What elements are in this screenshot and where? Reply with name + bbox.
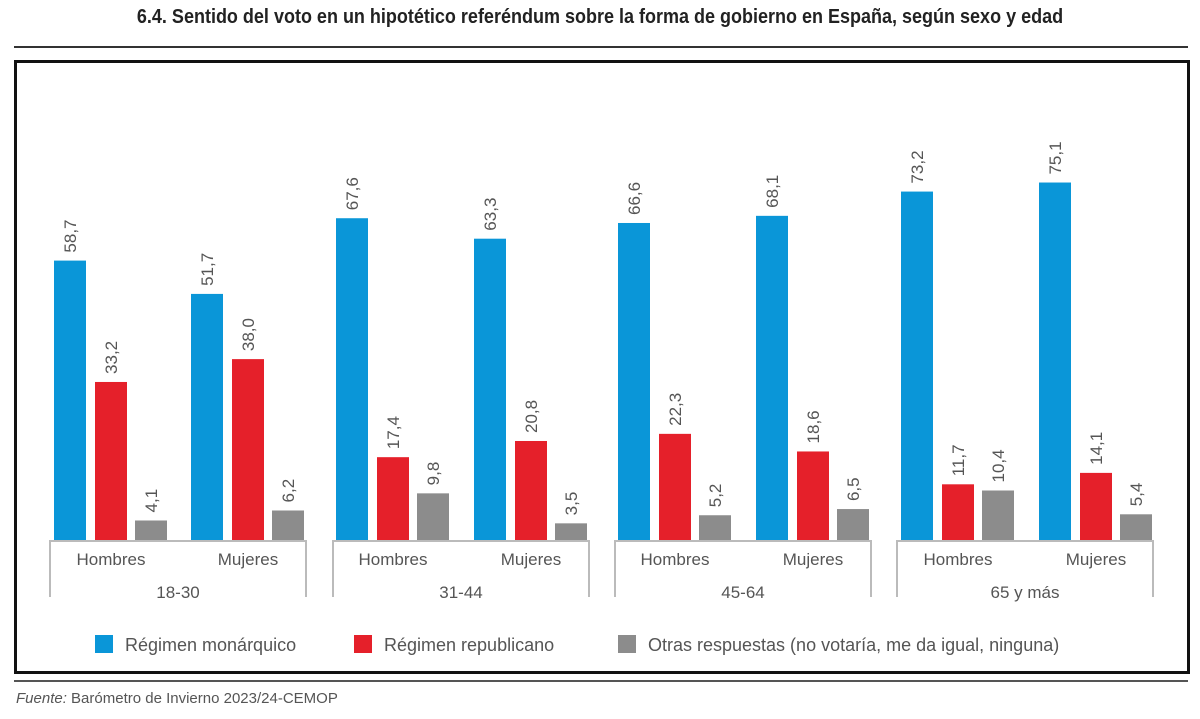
- bar: [191, 293, 223, 540]
- bar: [837, 509, 869, 540]
- bar: [982, 490, 1014, 540]
- bar: [1039, 182, 1071, 541]
- data-label: 5,2: [706, 484, 725, 508]
- data-label: 22,3: [666, 393, 685, 426]
- group-bracket: [332, 540, 590, 597]
- legend-swatch: [618, 635, 636, 653]
- title-rule: [14, 46, 1188, 48]
- bar: [515, 440, 547, 540]
- data-label: 10,4: [989, 449, 1008, 482]
- legend-swatch: [354, 635, 372, 653]
- source-note: Fuente: Barómetro de Invierno 2023/24-CE…: [16, 690, 338, 707]
- legend-label: Régimen republicano: [384, 635, 554, 655]
- data-label: 18,6: [804, 410, 823, 443]
- group-bracket: [614, 540, 872, 597]
- bar: [417, 493, 449, 540]
- bar: [272, 510, 304, 540]
- group-bracket: [49, 540, 307, 597]
- bar: [1120, 514, 1152, 540]
- data-label: 68,1: [763, 175, 782, 208]
- group-label: 31-44: [439, 583, 482, 602]
- subgroup-label: Hombres: [359, 550, 428, 569]
- bar: [54, 260, 86, 540]
- data-label: 3,5: [562, 492, 581, 516]
- data-label: 67,6: [343, 177, 362, 210]
- data-label: 75,1: [1046, 141, 1065, 174]
- subgroup-label: Hombres: [77, 550, 146, 569]
- legend-swatch: [95, 635, 113, 653]
- bar: [797, 451, 829, 540]
- bar: [336, 218, 368, 540]
- data-label: 51,7: [198, 253, 217, 286]
- data-label: 66,6: [625, 182, 644, 215]
- data-label: 5,4: [1127, 483, 1146, 507]
- source-label: Fuente:: [16, 690, 67, 707]
- legend-label: Régimen monárquico: [125, 635, 296, 655]
- source-text: Barómetro de Invierno 2023/24-CEMOP: [66, 690, 338, 707]
- bar: [659, 433, 691, 540]
- bar: [942, 484, 974, 540]
- group-label: 18-30: [156, 583, 199, 602]
- data-label: 73,2: [908, 150, 927, 183]
- subgroup-label: Hombres: [924, 550, 993, 569]
- data-label: 63,3: [481, 198, 500, 231]
- group-label: 65 y más: [991, 583, 1060, 602]
- bar: [232, 359, 264, 540]
- data-label: 6,5: [844, 477, 863, 501]
- group-bracket: [896, 540, 1154, 597]
- data-label: 38,0: [239, 318, 258, 351]
- bar: [555, 523, 587, 540]
- bar: [618, 222, 650, 540]
- subgroup-label: Mujeres: [501, 550, 561, 569]
- chart-title: 6.4. Sentido del voto en un hipotético r…: [136, 6, 1064, 28]
- data-label: 58,7: [61, 219, 80, 252]
- subgroup-label: Mujeres: [1066, 550, 1126, 569]
- bar: [474, 238, 506, 540]
- data-label: 17,4: [384, 416, 403, 449]
- chart-frame: [14, 60, 1190, 674]
- data-label: 33,2: [102, 341, 121, 374]
- data-label: 11,7: [949, 444, 968, 476]
- footer-rule: [14, 680, 1188, 682]
- bar: [1080, 472, 1112, 540]
- bar: [377, 457, 409, 540]
- data-label: 20,8: [522, 400, 541, 433]
- subgroup-label: Mujeres: [783, 550, 843, 569]
- bar: [699, 515, 731, 540]
- data-label: 14,1: [1087, 432, 1106, 465]
- legend-label: Otras respuestas (no votaría, me da igua…: [648, 635, 1059, 655]
- subgroup-label: Hombres: [641, 550, 710, 569]
- bar: [901, 191, 933, 540]
- bar: [135, 520, 167, 540]
- group-label: 45-64: [721, 583, 764, 602]
- data-label: 6,2: [279, 479, 298, 503]
- data-label: 9,8: [424, 462, 443, 486]
- bar: [756, 215, 788, 540]
- bar: [95, 381, 127, 540]
- data-label: 4,1: [142, 489, 161, 513]
- subgroup-label: Mujeres: [218, 550, 278, 569]
